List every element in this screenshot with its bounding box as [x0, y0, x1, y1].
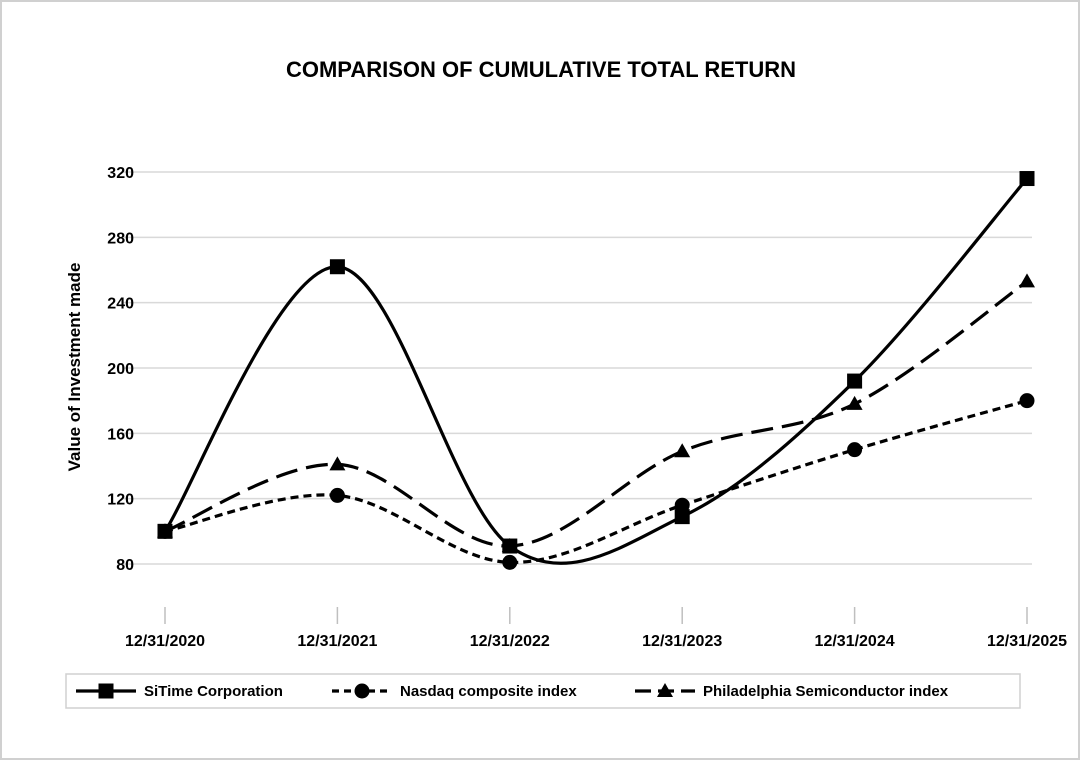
x-tick-label: 12/31/2025	[987, 633, 1067, 650]
y-tick-label: 200	[107, 361, 134, 378]
x-tick-label: 12/31/2022	[470, 633, 550, 650]
data-point-1	[674, 497, 690, 513]
series-lines	[163, 177, 1029, 565]
y-tick-label: 160	[107, 426, 134, 443]
y-tick-label: 120	[107, 492, 134, 509]
y-axis-ticks: 80 120 160 200 240 280 320	[107, 165, 134, 574]
series-line-1	[164, 399, 1028, 564]
x-tick-label: 12/31/2023	[642, 633, 722, 650]
data-point-1	[847, 442, 863, 458]
legend-box	[65, 673, 1021, 709]
chart-title: COMPARISON OF CUMULATIVE TOTAL RETURN	[286, 57, 796, 82]
y-tick-label: 240	[107, 296, 134, 313]
data-point-2	[846, 395, 863, 410]
legend-label: Nasdaq composite index	[400, 683, 577, 700]
x-tick-label: 12/31/2020	[125, 633, 205, 650]
legend-label: SiTime Corporation	[144, 683, 283, 700]
legend-label: Philadelphia Semiconductor index	[703, 683, 949, 700]
legend-marker	[657, 683, 673, 697]
data-point-0	[674, 509, 690, 525]
x-axis: 12/31/2020 12/31/2021 12/31/2022 12/31/2023…	[125, 607, 1067, 650]
data-point-1	[329, 487, 345, 503]
y-tick-label: 280	[107, 230, 134, 247]
data-point-2	[329, 456, 346, 471]
x-tick-label: 12/31/2021	[297, 633, 377, 650]
gridlines	[122, 171, 1032, 565]
data-point-2	[1019, 273, 1035, 288]
legend-marker	[98, 683, 114, 699]
series-markers	[157, 171, 1035, 570]
y-axis-label: Value of Investment made	[65, 263, 84, 472]
data-point-0	[329, 259, 345, 275]
data-point-0	[1019, 171, 1035, 187]
legend: SiTime Corporation Nasdaq composite index…	[65, 673, 1021, 709]
y-tick-label: 80	[116, 557, 134, 574]
y-tick-label: 320	[107, 165, 134, 182]
data-point-2	[501, 538, 518, 553]
series-line-2	[164, 280, 1028, 548]
legend-marker	[354, 683, 370, 699]
x-tick-label: 12/31/2024	[815, 633, 895, 650]
data-point-2	[674, 443, 691, 458]
series-line-0	[163, 177, 1029, 565]
data-point-1	[502, 554, 518, 570]
data-point-0	[847, 373, 863, 389]
data-point-1	[1019, 393, 1035, 409]
data-point-2	[157, 523, 173, 538]
